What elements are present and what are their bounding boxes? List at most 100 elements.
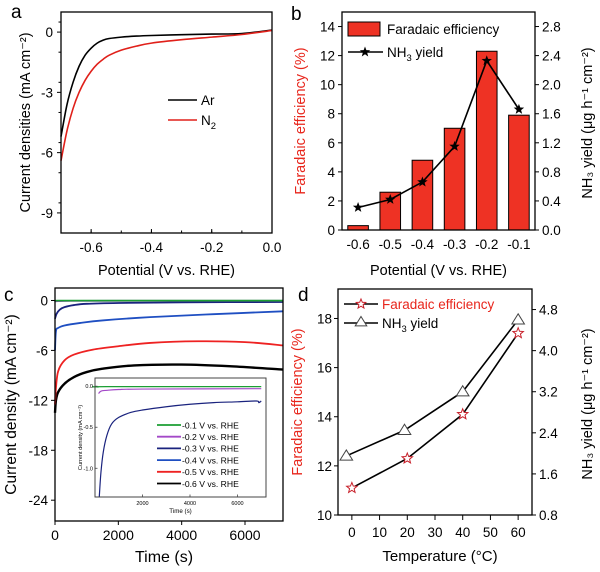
y-tick-label: 10 — [320, 78, 335, 93]
inset-series-line — [98, 388, 262, 395]
y2-tick-label: 4.0 — [539, 344, 558, 359]
bar-faradaic-efficiency — [508, 114, 530, 231]
nh3-yield-star-marker — [449, 140, 460, 151]
x-tick-label: 30 — [427, 525, 442, 540]
plot-frame — [341, 11, 536, 231]
x-axis-label: Temperature (°C) — [382, 548, 497, 565]
y2-tick-label: 0.4 — [542, 194, 561, 209]
y-tick-label: 4 — [327, 165, 335, 180]
legend-triangle-marker — [354, 315, 368, 327]
y-axis-label-faradaic-efficiency: Faradaic efficiency (%) — [290, 328, 306, 475]
x-tick-label: -0.6 — [80, 240, 103, 255]
inset-y-tick-label: -1.0 — [84, 466, 93, 472]
series-line — [54, 310, 284, 351]
y-tick-label: 12 — [317, 459, 332, 474]
x-tick-label: 10 — [372, 525, 387, 540]
nh3-yield-triangle-marker — [510, 312, 526, 325]
x-tick-label: 2000 — [103, 527, 134, 543]
inset-x-tick-label: 2000 — [136, 501, 148, 507]
y2-tick-label: 1.6 — [542, 107, 561, 122]
panel-a-chart: -0.6 -0.4 -0.2 0.0 0 -3 -6 -9 Potential (V vs. R… — [18, 11, 282, 279]
x-tick-label: 50 — [483, 525, 498, 540]
series-line — [54, 340, 284, 405]
nh3-yield-star-marker — [513, 103, 525, 114]
y-tick-label: 6 — [327, 136, 335, 151]
y-tick-label: 12 — [320, 49, 335, 64]
series-line-n2 — [60, 29, 273, 161]
panel-b-chart: -0.6 -0.5 -0.4 -0.3 -0.2 -0.1 0 2 4 6 8 10 12 14 0.0 0.… — [293, 11, 596, 279]
nh3-yield-star-marker — [481, 55, 492, 66]
inset-y-axis-label: Current density (mA cm⁻²) — [78, 405, 84, 470]
y-tick-label: 16 — [317, 361, 332, 376]
nh3-yield-triangle-marker — [397, 423, 412, 435]
panel-label-d: d — [298, 285, 309, 306]
x-tick-label: -0.2 — [475, 237, 498, 252]
inset-x-axis-label: Time (s) — [169, 508, 191, 515]
nh3-yield-triangle-marker — [455, 384, 470, 397]
y-tick-label: 2 — [327, 194, 335, 209]
y2-tick-label: 2.4 — [542, 49, 561, 64]
nh3-yield-line — [357, 58, 520, 209]
bar-faradaic-efficiency — [347, 225, 369, 231]
faradaic-efficiency-star-marker — [456, 407, 470, 420]
x-tick-label: -0.2 — [200, 240, 223, 255]
y2-tick-label: 2.8 — [542, 20, 561, 35]
legend-label-faradaic-efficiency: Faradaic efficiency — [387, 22, 500, 37]
plot-frame — [54, 287, 284, 522]
y-axis-label-faradaic-efficiency: Faradaic efficiency (%) — [293, 47, 309, 194]
x-tick-label: 20 — [400, 525, 415, 540]
x-axis-label: Time (s) — [135, 549, 193, 566]
y2-axis-label-nh3-yield: NH₃ yield (μg h⁻¹ cm⁻²) — [580, 47, 596, 198]
y2-tick-label: 1.6 — [539, 467, 558, 482]
y2-axis-label-nh3-yield: NH₃ yield (μg h⁻¹ cm⁻²) — [580, 328, 596, 479]
x-tick-label: -0.4 — [140, 240, 164, 255]
nh3-yield-star-marker — [417, 176, 428, 187]
faradaic-efficiency-star-marker — [345, 481, 359, 494]
legend-label-nh3-yield: NH3 yield — [382, 316, 438, 335]
legend-label: -0.1 V vs. RHE — [182, 420, 239, 430]
x-tick-label: 40 — [455, 525, 470, 540]
nh3-yield-line — [345, 319, 519, 457]
y2-tick-label: 2.0 — [542, 78, 561, 93]
x-axis-label: Potential (V vs. RHE) — [98, 263, 235, 279]
y-tick-label: -12 — [28, 393, 48, 408]
y2-tick-label: 0.8 — [539, 508, 558, 523]
y-axis-label: Current density (mA cm⁻²) — [3, 314, 20, 494]
inset-series-line — [98, 400, 262, 498]
faradaic-efficiency-star-marker — [400, 451, 414, 465]
x-tick-label: 0.0 — [263, 240, 282, 255]
y2-tick-label: 1.2 — [542, 136, 561, 151]
nh3-yield-star-marker — [385, 193, 396, 204]
x-tick-label: 4000 — [166, 527, 197, 543]
y-tick-label: 0 — [45, 25, 53, 40]
legend-label-nh3-yield: NH3 yield — [387, 45, 443, 64]
y-tick-label: 0 — [40, 293, 48, 308]
y2-tick-label: 0.0 — [542, 223, 561, 238]
x-tick-label: -0.1 — [507, 237, 530, 252]
panel-label-a: a — [11, 2, 22, 23]
y-tick-label: 0 — [327, 223, 335, 238]
y-tick-label: -24 — [28, 493, 48, 508]
legend-label: -0.3 V vs. RHE — [182, 444, 239, 454]
x-tick-label: 6000 — [229, 527, 260, 543]
inset-y-tick-label: 0.0 — [85, 384, 93, 390]
legend-label-faradaic-efficiency: Faradaic efficiency — [382, 297, 495, 312]
x-tick-label: 60 — [511, 525, 526, 540]
y2-tick-label: 4.8 — [539, 303, 558, 318]
y-tick-label: 14 — [317, 410, 333, 425]
legend-swatch-faradaic-efficiency — [347, 21, 381, 37]
faradaic-efficiency-star-marker — [511, 326, 525, 339]
legend-label-ar: Ar — [201, 93, 215, 108]
y-tick-label: -18 — [28, 443, 48, 458]
y-axis-label: Current densities (mA cm⁻²) — [18, 32, 34, 212]
y-tick-label: 10 — [317, 508, 332, 523]
x-tick-label: 0 — [348, 525, 356, 540]
panel-label-b: b — [291, 4, 302, 25]
inset-frame — [94, 377, 267, 498]
x-tick-label: -0.4 — [411, 237, 435, 252]
series-line-ar — [60, 29, 273, 137]
bar-faradaic-efficiency — [411, 159, 434, 231]
panel-label-c: c — [4, 285, 14, 306]
y2-tick-label: 3.2 — [539, 385, 558, 400]
nh3-yield-star-marker — [352, 201, 364, 212]
